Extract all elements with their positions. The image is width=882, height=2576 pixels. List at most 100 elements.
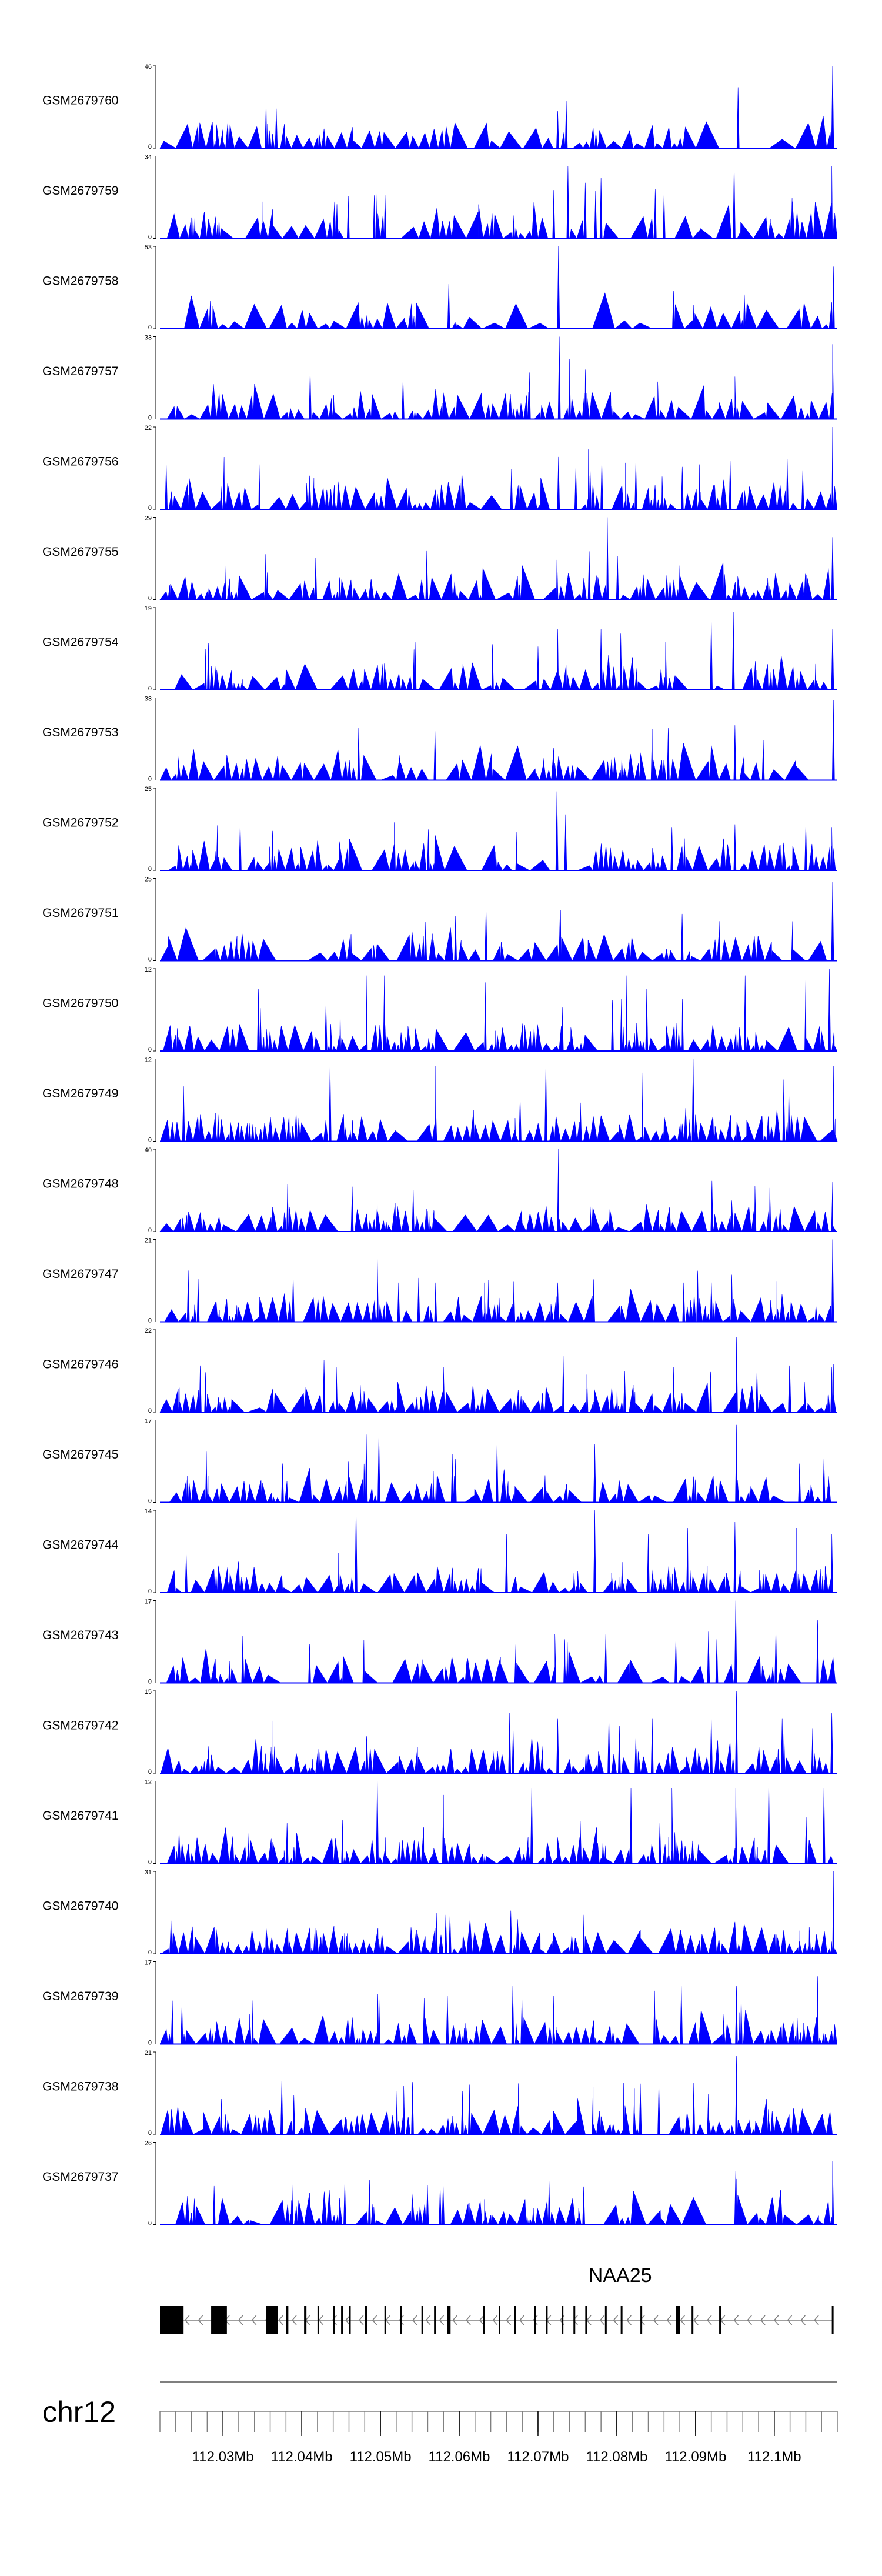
signal-peak	[396, 934, 411, 961]
signal-peak	[352, 588, 360, 600]
signal-peak	[668, 580, 673, 600]
signal-peak	[801, 470, 804, 510]
signal-peak	[360, 1855, 370, 1864]
signal-peak	[814, 1305, 818, 1322]
signal-peak	[233, 936, 238, 961]
signal-peak	[424, 1209, 427, 1232]
signal-peak	[299, 860, 301, 871]
signal-peak	[211, 2116, 221, 2135]
signal-peak	[344, 1126, 348, 1142]
signal-peak	[397, 1382, 406, 1413]
signal-peak	[231, 763, 240, 780]
signal-peak	[168, 936, 178, 961]
signal-peak	[204, 1130, 213, 1142]
signal-peak	[481, 685, 492, 690]
signal-peak	[397, 1842, 401, 1864]
signal-peak	[159, 1223, 174, 1232]
signal-peak	[245, 217, 260, 239]
signal-peak	[593, 2124, 597, 2135]
signal-peak	[361, 947, 373, 961]
signal-peak	[413, 321, 416, 329]
signal-peak	[688, 582, 710, 600]
signal-peak	[208, 1746, 211, 1774]
signal-peak	[215, 947, 220, 961]
signal-peak	[419, 1222, 425, 1232]
signal-peak	[318, 1752, 320, 1774]
signal-peak	[534, 1212, 543, 1232]
signal-peak	[279, 1117, 287, 1142]
signal-peak	[700, 228, 714, 239]
signal-peak	[733, 725, 737, 780]
signal-peak	[560, 937, 573, 961]
signal-peak	[821, 1212, 830, 1232]
signal-peak	[609, 1493, 618, 1503]
signal-peak	[264, 1045, 266, 1052]
signal-peak	[411, 2082, 414, 2135]
signal-peak	[446, 1996, 449, 2044]
signal-peak	[352, 407, 358, 419]
signal-peak	[495, 1751, 500, 1774]
signal-peak	[230, 1668, 238, 1683]
signal-peak	[346, 1036, 360, 1052]
signal-peak	[372, 1749, 387, 1774]
signal-peak	[419, 1397, 424, 1413]
signal-peak	[516, 1663, 530, 1683]
signal-peak	[616, 685, 620, 690]
signal-peak	[217, 324, 229, 329]
signal-peak	[462, 1125, 471, 1142]
signal-peak	[603, 1580, 612, 1593]
signal-peak	[223, 1677, 229, 1683]
signal-peak	[652, 850, 656, 871]
signal-peak	[623, 767, 628, 780]
signal-peak	[629, 1384, 634, 1413]
signal-peak	[214, 1766, 227, 1774]
signal-peak	[824, 1306, 832, 1322]
signal-peak	[364, 1671, 378, 1683]
signal-peak	[225, 122, 229, 149]
signal-peak	[429, 1483, 433, 1503]
signal-peak	[369, 1488, 374, 1503]
exon	[434, 2306, 436, 2334]
signal-peak	[519, 1025, 523, 1052]
signal-peak	[714, 685, 726, 690]
signal-peak	[318, 134, 322, 149]
signal-peak	[524, 1310, 534, 1322]
signal-peak	[345, 1936, 348, 1954]
signal-peak	[570, 398, 576, 419]
signal-peak	[423, 1385, 430, 1413]
signal-peak	[285, 2204, 290, 2225]
signal-peak	[681, 2197, 707, 2225]
signal-peak	[782, 1079, 786, 1142]
signal-peak	[427, 2128, 438, 2135]
signal-peak	[373, 2033, 377, 2044]
signal-peak	[784, 1312, 790, 1322]
signal-peak	[813, 202, 824, 239]
signal-peak	[219, 675, 228, 690]
signal-peak	[313, 137, 319, 149]
signal-peak	[653, 1990, 656, 2044]
signal-peak	[794, 678, 799, 690]
signal-peak	[620, 633, 622, 690]
signal-peak	[370, 394, 382, 419]
signal-peak	[754, 1032, 759, 1052]
track-label: GSM2679739	[42, 1990, 119, 2003]
signal-peak	[816, 116, 827, 149]
signal-peak	[574, 1586, 577, 1593]
signal-peak	[642, 574, 646, 600]
signal-peak	[667, 728, 670, 780]
signal-peak	[553, 1933, 562, 1954]
signal-peak	[777, 485, 783, 510]
signal-peak	[432, 389, 439, 419]
signal-peak	[416, 768, 429, 780]
signal-peak	[169, 1122, 175, 1142]
signal-peak	[804, 573, 807, 600]
signal-peak	[175, 1036, 177, 1052]
signal-peak	[691, 489, 698, 510]
signal-peak	[686, 1527, 689, 1593]
signal-peak	[656, 499, 660, 510]
signal-peak	[736, 590, 738, 600]
signal-peak	[625, 941, 631, 961]
signal-peak	[427, 1854, 433, 1864]
track-label: GSM2679737	[42, 2170, 119, 2184]
signal-peak	[430, 489, 437, 510]
